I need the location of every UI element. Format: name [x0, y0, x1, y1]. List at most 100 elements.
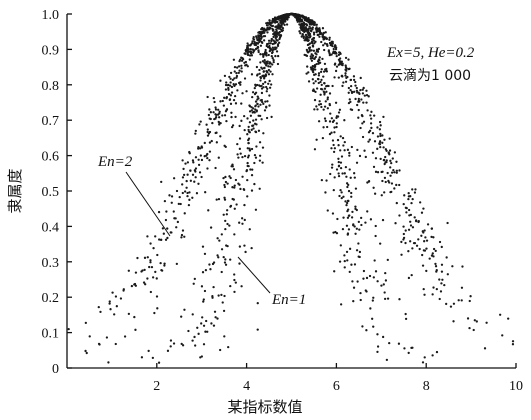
cloud-drop-point: [423, 293, 426, 296]
cloud-drop-point: [313, 23, 316, 26]
cloud-drop-point: [252, 119, 255, 122]
cloud-drop-point: [192, 161, 195, 164]
cloud-drop-point: [451, 265, 454, 268]
cloud-drop-point: [209, 268, 212, 271]
cloud-drop-point: [382, 159, 385, 162]
cloud-drop-point: [277, 22, 280, 26]
cloud-drop-point: [342, 195, 345, 198]
cloud-drop-point: [434, 249, 437, 253]
cloud-drop-point: [157, 238, 161, 241]
cloud-drop-point: [407, 192, 410, 195]
cloud-drop-point: [269, 70, 272, 73]
cloud-drop-point: [339, 166, 343, 170]
cloud-drop-point: [330, 117, 334, 120]
cloud-drop-point: [301, 15, 304, 18]
cloud-drop-point: [209, 111, 212, 114]
cloud-drop-point: [127, 312, 131, 316]
cloud-drop-point: [183, 308, 186, 311]
cloud-drop-point: [259, 76, 263, 80]
cloud-drop-point: [331, 212, 335, 215]
cloud-drop-point: [172, 210, 175, 213]
cloud-drop-point: [395, 160, 398, 163]
cloud-drop-point: [284, 20, 287, 23]
cloud-drop-point: [268, 94, 271, 97]
cloud-drop-point: [189, 179, 192, 182]
cloud-drop-point: [261, 74, 264, 78]
cloud-drop-point: [322, 75, 325, 78]
cloud-drop-point: [240, 70, 243, 73]
cloud-drop-point: [202, 300, 205, 303]
cloud-drop-point: [307, 19, 311, 23]
cloud-drop-point: [194, 170, 197, 173]
cloud-drop-point: [364, 289, 367, 292]
cloud-drop-point: [390, 161, 393, 165]
cloud-drop-point: [355, 227, 358, 230]
cloud-drop-point: [163, 264, 166, 267]
cloud-drop-point: [339, 62, 343, 65]
cloud-drop-point: [254, 118, 258, 121]
cloud-drop-point: [233, 233, 236, 236]
cloud-drop-point: [215, 198, 218, 201]
cloud-drop-point: [438, 297, 441, 301]
cloud-drop-point: [166, 227, 169, 230]
cloud-drop-point: [208, 117, 211, 120]
cloud-drop-point: [258, 141, 262, 144]
cloud-drop-point: [256, 46, 260, 49]
cloud-drop-point: [344, 74, 347, 77]
cloud-drop-point: [195, 192, 199, 195]
cloud-drop-point: [194, 132, 197, 135]
cloud-drop-point: [262, 35, 265, 38]
cloud-drop-point: [301, 25, 305, 28]
cloud-drop-point: [246, 117, 249, 120]
cloud-drop-point: [400, 240, 403, 244]
cloud-drop-point: [344, 72, 347, 75]
y-tick-label: 0.7: [42, 114, 60, 129]
cloud-drop-point: [319, 103, 323, 106]
cloud-drop-point: [298, 23, 301, 26]
cloud-drop-point: [425, 247, 428, 250]
cloud-drop-point: [354, 187, 358, 190]
cloud-drop-point: [265, 62, 269, 65]
annotation-en1-leader: [237, 256, 271, 294]
cloud-drop-point: [163, 199, 167, 203]
cloud-drop-point: [251, 124, 254, 127]
cloud-drop-point: [231, 124, 235, 127]
cloud-drop-point: [271, 63, 274, 66]
cloud-drop-point: [407, 198, 410, 201]
cloud-drop-point: [268, 44, 271, 48]
cloud-drop-point: [212, 324, 216, 327]
cloud-drop-point: [153, 311, 156, 315]
cloud-drop-point: [339, 244, 342, 247]
cloud-drop-point: [194, 167, 198, 170]
cloud-drop-point: [260, 91, 264, 95]
cloud-drop-point: [381, 218, 385, 222]
cloud-drop-point: [414, 188, 417, 191]
cloud-drop-point: [325, 85, 328, 88]
cloud-drop-point: [294, 16, 298, 19]
cloud-drop-point: [337, 165, 341, 168]
cloud-drop-point: [218, 116, 221, 119]
cloud-drop-point: [257, 49, 260, 52]
cloud-drop-point: [365, 329, 368, 332]
cloud-drop-point: [438, 278, 441, 281]
cloud-drop-point: [337, 144, 340, 147]
cloud-drop-point: [243, 155, 247, 158]
cloud-drop-point: [414, 220, 418, 223]
cloud-drop-point: [300, 35, 303, 38]
cloud-drop-point: [213, 310, 217, 313]
cloud-drop-point: [330, 131, 333, 134]
cloud-drop-point: [251, 48, 254, 51]
cloud-drop-point: [317, 33, 320, 36]
cloud-drop-point: [330, 166, 334, 169]
cloud-drop-point: [253, 87, 256, 90]
cloud-drop-point: [372, 186, 375, 189]
cloud-drop-point: [193, 180, 196, 183]
cloud-drop-point: [180, 315, 183, 318]
x-axis-label: 某指标数值: [227, 398, 302, 416]
cloud-drop-point: [178, 195, 181, 199]
cloud-drop-point: [511, 340, 515, 343]
cloud-drop-point: [311, 44, 315, 47]
cloud-drop-point: [331, 84, 334, 88]
cloud-drop-point: [269, 22, 272, 26]
